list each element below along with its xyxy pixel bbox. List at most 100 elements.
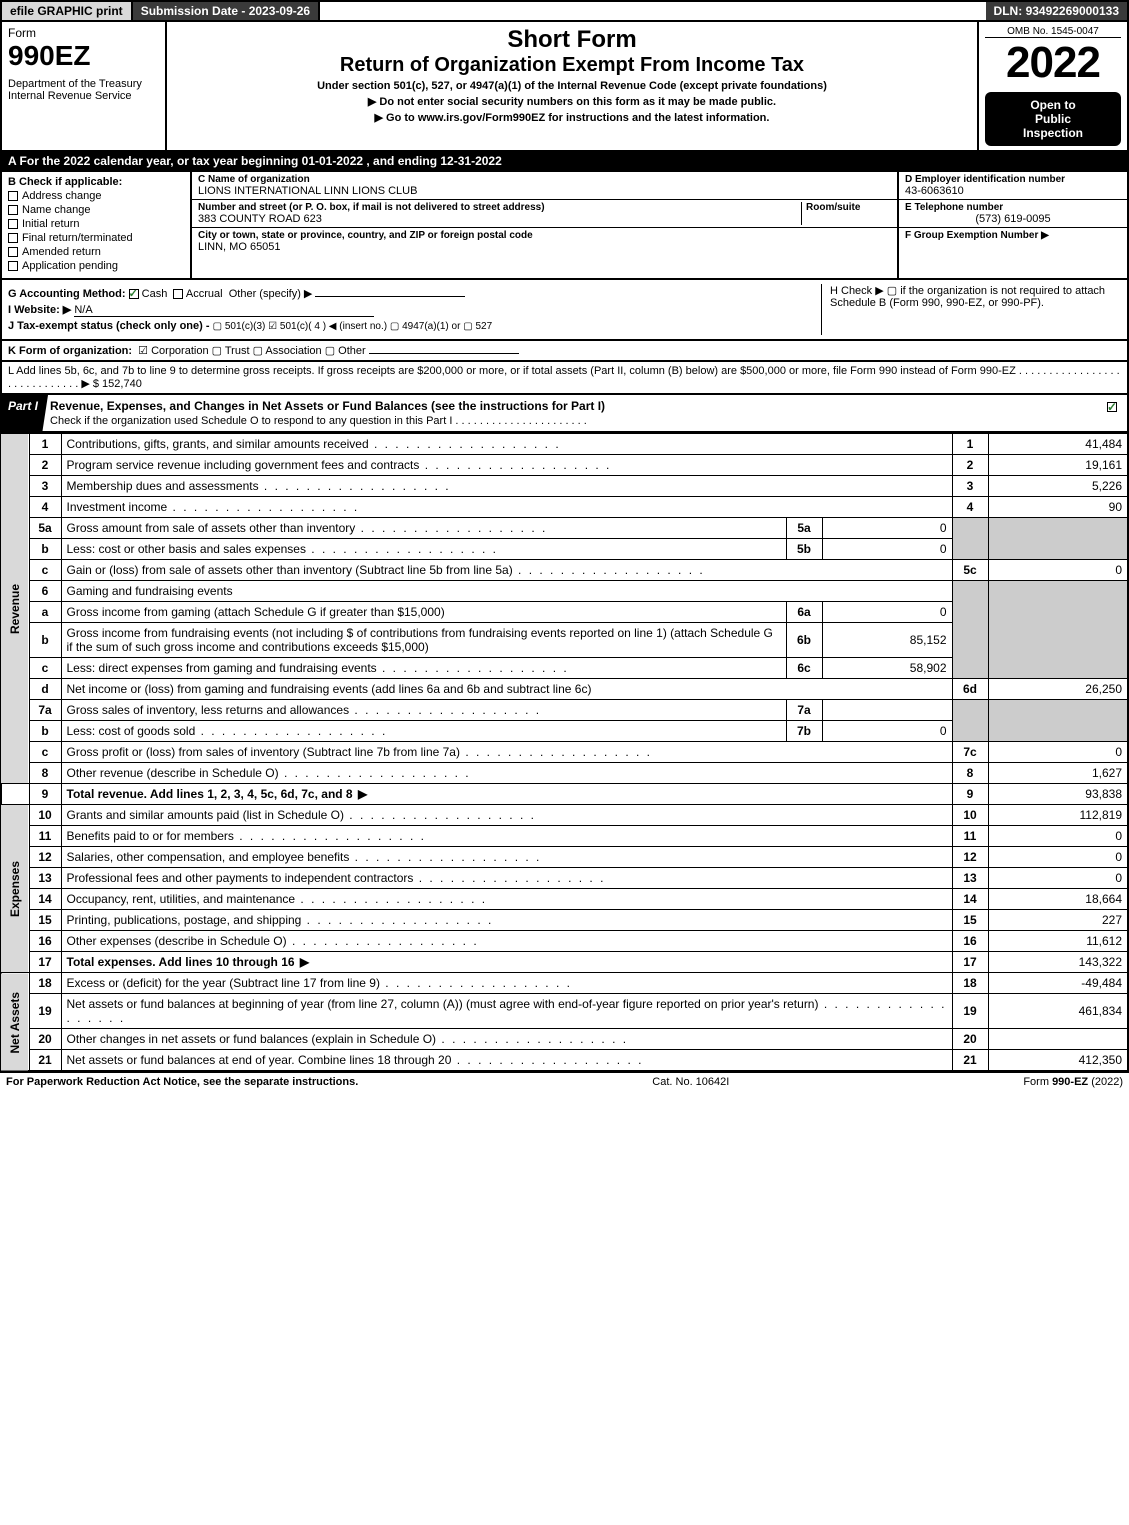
row-rv: 0 [988, 742, 1128, 763]
org-city: LINN, MO 65051 [198, 241, 891, 253]
row-desc: Other revenue (describe in Schedule O) [61, 763, 952, 784]
efile-print-button[interactable]: efile GRAPHIC print [2, 2, 133, 20]
checkbox-app-pending[interactable] [8, 261, 18, 271]
row-sv: 0 [822, 539, 952, 560]
checkbox-initial-return[interactable] [8, 219, 18, 229]
j-label: J Tax-exempt status (check only one) - [8, 320, 210, 332]
row-desc: Benefits paid to or for members [61, 826, 952, 847]
cb-label-amended: Amended return [22, 246, 101, 258]
row-sv: 0 [822, 518, 952, 539]
row-rn: 19 [952, 994, 988, 1029]
part-1-sub: Check if the organization used Schedule … [50, 415, 587, 427]
row-desc: Other changes in net assets or fund bala… [61, 1029, 952, 1050]
i-label: I Website: ▶ [8, 304, 71, 316]
row-no: 10 [29, 805, 61, 826]
row-rn: 20 [952, 1029, 988, 1050]
cb-label-initial: Initial return [22, 218, 79, 230]
omb-no: OMB No. 1545-0047 [985, 26, 1121, 38]
row-no: d [29, 679, 61, 700]
checkbox-address-change[interactable] [8, 191, 18, 201]
footer-right: Form 990-EZ (2022) [1023, 1076, 1123, 1088]
year-block: OMB No. 1545-0047 2022 Open to Public In… [977, 22, 1127, 150]
row-sv: 0 [822, 721, 952, 742]
checkbox-name-change[interactable] [8, 205, 18, 215]
line-i: I Website: ▶ N/A [8, 303, 821, 317]
row-desc: Net income or (loss) from gaming and fun… [61, 679, 952, 700]
goto-link[interactable]: ▶ Go to www.irs.gov/Form990EZ for instru… [175, 111, 969, 124]
form-id-block: Form 990EZ Department of the Treasury In… [2, 22, 167, 150]
org-name: LIONS INTERNATIONAL LINN LIONS CLUB [198, 185, 891, 197]
row-rv: 93,838 [988, 784, 1128, 805]
part-1-header: Part I Revenue, Expenses, and Changes in… [0, 395, 1129, 433]
grey-cell [952, 581, 988, 679]
ein-value: 43-6063610 [905, 185, 1121, 197]
row-no: 8 [29, 763, 61, 784]
row-sv: 85,152 [822, 623, 952, 658]
accounting-block: G Accounting Method: Cash Accrual Other … [0, 280, 1129, 341]
l-amount: 152,740 [102, 378, 142, 390]
row-desc: Occupancy, rent, utilities, and maintena… [61, 889, 952, 910]
part-1-tab: Part I [2, 395, 48, 431]
row-rv: 112,819 [988, 805, 1128, 826]
open-line1: Open to [991, 98, 1115, 112]
row-no: 4 [29, 497, 61, 518]
row-desc: Salaries, other compensation, and employ… [61, 847, 952, 868]
dln: DLN: 93492269000133 [986, 2, 1127, 20]
row-rv: 41,484 [988, 434, 1128, 455]
open-line2: Public [991, 112, 1115, 126]
checkbox-accrual[interactable] [173, 289, 183, 299]
k-other-input[interactable] [369, 353, 519, 354]
row-rn: 5c [952, 560, 988, 581]
row-rn: 1 [952, 434, 988, 455]
line-l: L Add lines 5b, 6c, and 7b to line 9 to … [0, 362, 1129, 395]
cb-label-pending: Application pending [22, 260, 118, 272]
grey-cell [952, 518, 988, 560]
part-1-title-text: Revenue, Expenses, and Changes in Net As… [50, 399, 605, 413]
row-rv: 26,250 [988, 679, 1128, 700]
row-rn: 6d [952, 679, 988, 700]
d-ein-label: D Employer identification number [905, 174, 1121, 185]
row-desc: Gross income from fundraising events (no… [61, 623, 786, 658]
row-desc: Grants and similar amounts paid (list in… [61, 805, 952, 826]
website-value: N/A [74, 304, 374, 317]
form-number: 990EZ [8, 40, 159, 72]
row-desc: Less: cost of goods sold [61, 721, 786, 742]
org-info-block: B Check if applicable: Address change Na… [0, 172, 1129, 280]
row-desc: Investment income [61, 497, 952, 518]
ssn-warning: ▶ Do not enter social security numbers o… [175, 95, 969, 108]
row-no: 18 [29, 973, 61, 994]
row-no: c [29, 742, 61, 763]
c-name-label: C Name of organization [198, 174, 891, 185]
side-label-expenses: Expenses [1, 805, 29, 973]
row-desc: Professional fees and other payments to … [61, 868, 952, 889]
row-no: 16 [29, 931, 61, 952]
g-other-input[interactable] [315, 296, 465, 297]
row-rn: 9 [952, 784, 988, 805]
row-no: c [29, 658, 61, 679]
checkbox-final-return[interactable] [8, 233, 18, 243]
checkbox-cash[interactable] [129, 289, 139, 299]
row-no: 15 [29, 910, 61, 931]
row-desc: Gross sales of inventory, less returns a… [61, 700, 786, 721]
row-no: 5a [29, 518, 61, 539]
checkbox-schedule-o[interactable] [1107, 402, 1117, 412]
row-sn: 7b [786, 721, 822, 742]
row-desc: Total expenses. Add lines 10 through 16 [61, 952, 952, 973]
row-sn: 6a [786, 602, 822, 623]
box-d-e-f: D Employer identification number 43-6063… [897, 172, 1127, 278]
row-no: 14 [29, 889, 61, 910]
title-return: Return of Organization Exempt From Incom… [175, 54, 969, 77]
submission-date: Submission Date - 2023-09-26 [133, 2, 320, 20]
row-desc: Excess or (deficit) for the year (Subtra… [61, 973, 952, 994]
grey-cell [952, 700, 988, 742]
row-rn: 15 [952, 910, 988, 931]
row-rv: 5,226 [988, 476, 1128, 497]
grey-cell [988, 581, 1128, 679]
checkbox-amended[interactable] [8, 247, 18, 257]
row-sv: 58,902 [822, 658, 952, 679]
c-city-label: City or town, state or province, country… [198, 230, 891, 241]
row-sn: 6b [786, 623, 822, 658]
row-no: 1 [29, 434, 61, 455]
row-no: 13 [29, 868, 61, 889]
row-rv [988, 1029, 1128, 1050]
